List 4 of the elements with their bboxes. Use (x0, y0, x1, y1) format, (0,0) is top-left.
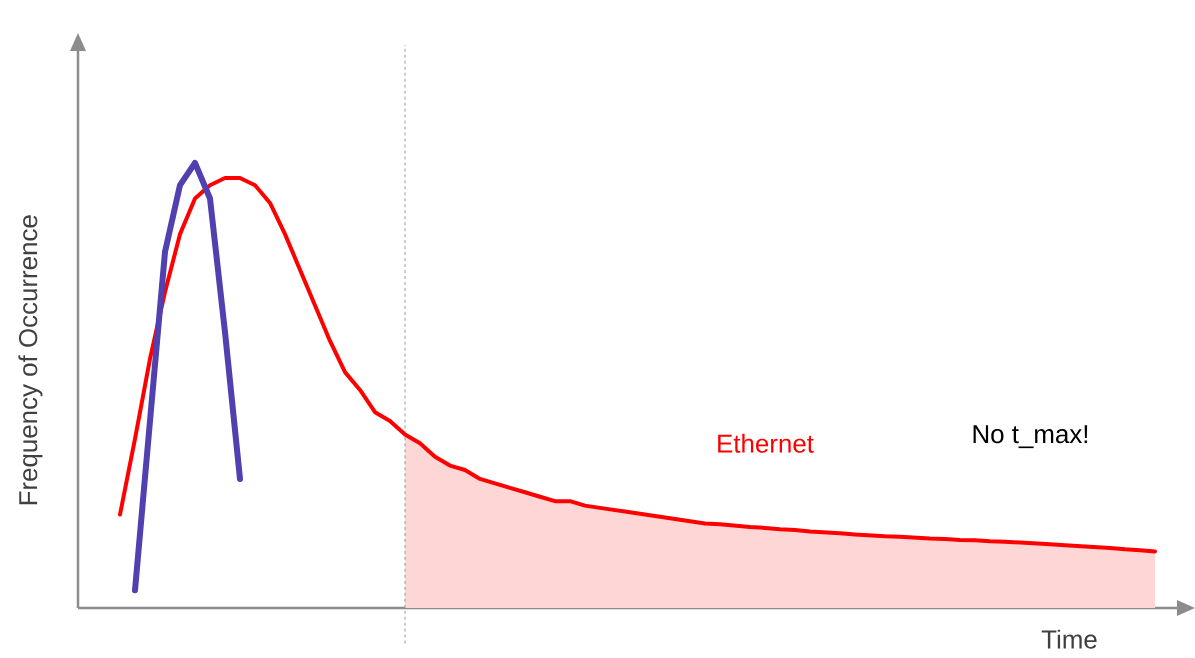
y-axis-title: Frequency of Occurrence (18, 215, 43, 505)
annotation: No t_max! (973, 425, 1088, 449)
text: Ethernet (718, 433, 814, 453)
x-axis-title: Time (1041, 629, 1097, 649)
